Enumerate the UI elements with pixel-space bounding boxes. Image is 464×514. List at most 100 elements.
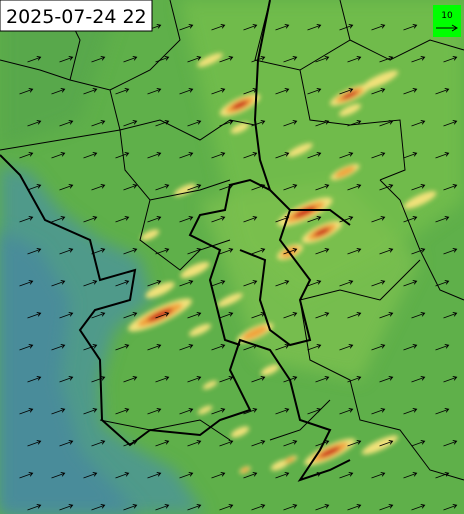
wind-arrow <box>51 344 66 351</box>
wind-arrow <box>315 440 330 447</box>
wind-arrow <box>411 184 426 191</box>
wind-arrow <box>27 440 42 447</box>
wind-arrow <box>307 152 322 159</box>
wind-arrow <box>315 504 330 511</box>
wind-arrow <box>155 312 170 319</box>
wind-arrow <box>19 152 34 159</box>
wind-arrow <box>307 472 322 479</box>
wind-arrow <box>307 280 322 287</box>
wind-arrow <box>211 216 226 223</box>
gust-streak <box>231 100 249 110</box>
wind-arrow <box>403 88 418 95</box>
gust-streak <box>180 261 210 279</box>
wind-arrow <box>339 24 354 31</box>
wind-arrow <box>155 56 170 63</box>
wind-arrow <box>347 120 362 127</box>
wind-arrow <box>51 280 66 287</box>
wind-arrow <box>211 88 226 95</box>
wind-arrow <box>219 120 234 127</box>
gust-streak <box>334 166 356 178</box>
wind-arrow <box>347 504 362 511</box>
wind-arrow <box>211 152 226 159</box>
wind-arrow <box>315 184 330 191</box>
gust-streak <box>145 281 175 299</box>
wind-arrow <box>307 24 322 31</box>
wind-arrow <box>371 24 386 31</box>
wind-arrow <box>379 248 394 255</box>
wind-arrow <box>315 120 330 127</box>
wind-arrow <box>347 376 362 383</box>
wind-arrow <box>251 440 266 447</box>
wind-arrow <box>283 248 298 255</box>
wind-arrow <box>83 216 98 223</box>
wind-arrow <box>403 24 418 31</box>
wind-arrow <box>315 56 330 63</box>
legend-box <box>433 5 461 37</box>
wind-arrow <box>83 88 98 95</box>
wind-arrow <box>27 184 42 191</box>
wind-arrow <box>307 344 322 351</box>
wind-arrow <box>123 504 138 511</box>
wind-arrow <box>275 344 290 351</box>
wind-arrow <box>83 408 98 415</box>
gust-streak <box>284 456 296 464</box>
wind-arrow <box>435 152 450 159</box>
wind-arrow <box>339 280 354 287</box>
wind-arrow <box>91 120 106 127</box>
wind-arrow <box>187 504 202 511</box>
wind-arrow <box>347 184 362 191</box>
wind-arrow <box>147 216 162 223</box>
wind-arrow <box>443 248 458 255</box>
wind-arrow <box>91 440 106 447</box>
gust-streak <box>230 426 250 438</box>
wind-arrow <box>51 216 66 223</box>
wind-arrow <box>283 504 298 511</box>
wind-arrow <box>315 376 330 383</box>
wind-arrow <box>339 216 354 223</box>
wind-arrow <box>443 56 458 63</box>
wind-arrow <box>219 312 234 319</box>
gust-streak <box>287 143 313 157</box>
gust-streak <box>217 293 243 307</box>
legend-label: 10 <box>441 11 453 21</box>
wind-arrow <box>123 120 138 127</box>
wind-arrow <box>443 440 458 447</box>
wind-arrow <box>411 248 426 255</box>
wind-arrow <box>371 88 386 95</box>
wind-arrow <box>339 88 354 95</box>
wind-arrow <box>123 248 138 255</box>
wind-arrow <box>283 312 298 319</box>
wind-arrow <box>187 184 202 191</box>
wind-arrow <box>403 152 418 159</box>
wind-arrow <box>435 216 450 223</box>
wind-arrow <box>275 216 290 223</box>
gust-streak <box>241 467 249 473</box>
wind-arrow <box>219 504 234 511</box>
wind-arrow <box>219 56 234 63</box>
wind-arrow <box>219 376 234 383</box>
wind-arrow <box>379 440 394 447</box>
wind-arrow <box>187 440 202 447</box>
wind-arrow <box>347 56 362 63</box>
gust-streak <box>338 103 362 117</box>
gust-streak <box>140 229 160 241</box>
wind-arrow <box>251 184 266 191</box>
wind-arrow <box>115 152 130 159</box>
wind-arrow <box>27 56 42 63</box>
wind-arrow <box>435 280 450 287</box>
wind-arrow <box>443 504 458 511</box>
wind-arrow <box>243 216 258 223</box>
wind-arrow <box>91 184 106 191</box>
wind-arrow <box>19 88 34 95</box>
wind-arrow <box>251 248 266 255</box>
gust-streak <box>403 191 437 209</box>
wind-arrow <box>211 344 226 351</box>
wind-arrow <box>339 344 354 351</box>
wind-arrow <box>243 152 258 159</box>
wind-arrow <box>371 216 386 223</box>
wind-arrow <box>187 376 202 383</box>
wind-arrow <box>51 408 66 415</box>
wind-arrow <box>155 504 170 511</box>
wind-arrow <box>59 504 74 511</box>
